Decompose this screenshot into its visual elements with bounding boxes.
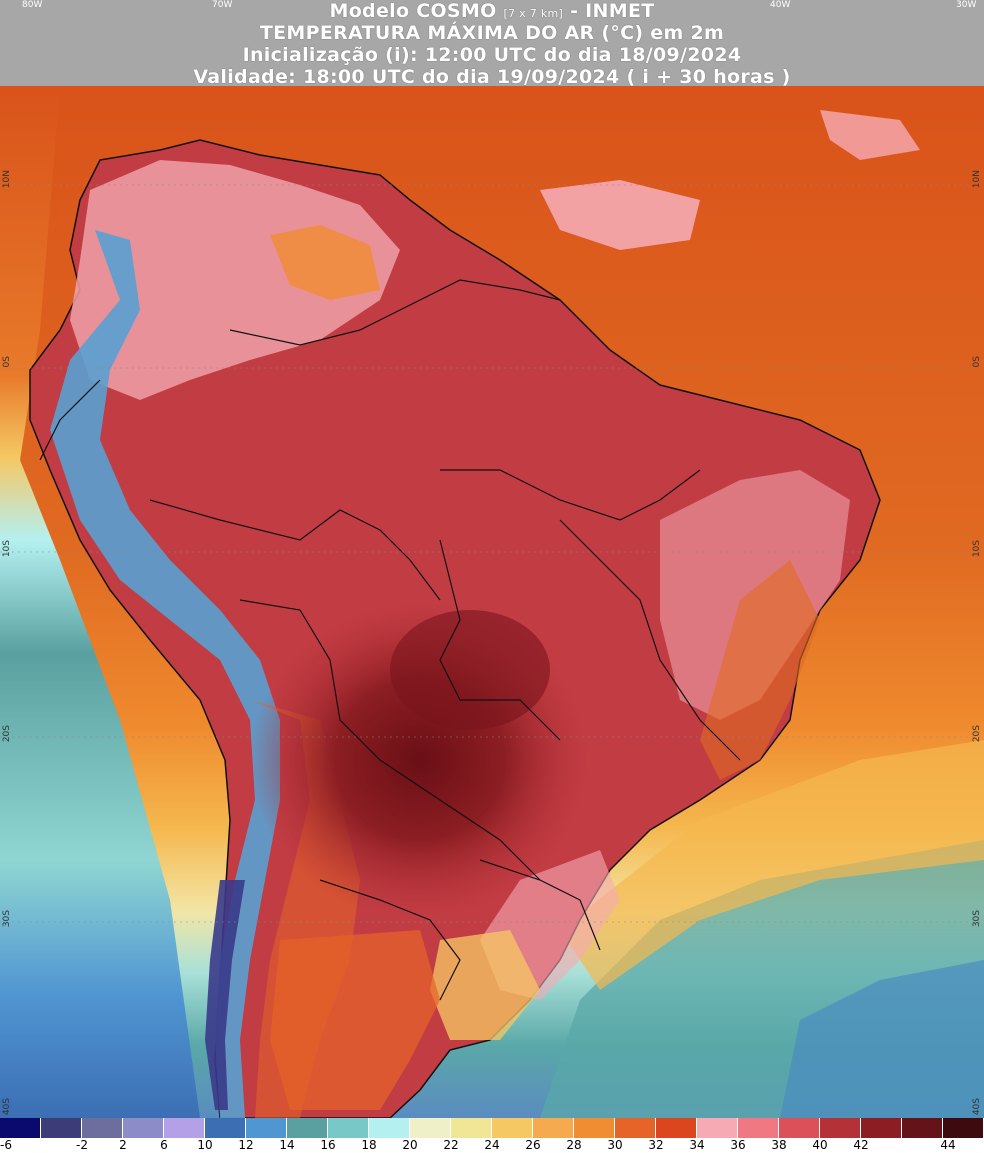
legend-tick-label: 30 xyxy=(607,1138,623,1152)
legend-swatch xyxy=(738,1118,779,1138)
longitude-label: 30W xyxy=(956,0,977,10)
legend-tick-label: 36 xyxy=(730,1138,746,1152)
venezuela-warm xyxy=(270,225,380,300)
legend-swatch xyxy=(902,1118,943,1138)
argentina-orange xyxy=(270,930,440,1110)
legend-tick-label: -6 xyxy=(0,1138,12,1152)
legend-labels: -6 -2 2 6 10 12 14 16 18 20 22 24 26 28 30 32 34 36 38 40 42… xyxy=(0,1138,984,1153)
latitude-label: 20S xyxy=(972,725,982,743)
latitude-label: 10N xyxy=(2,170,12,189)
legend-swatch xyxy=(205,1118,246,1138)
legend-tick-label: 10 xyxy=(197,1138,213,1152)
latitude-label: 40S xyxy=(972,1098,982,1116)
atlantic-pink-patch xyxy=(540,180,700,250)
graticule xyxy=(0,184,984,923)
legend-swatch xyxy=(697,1118,738,1138)
legend-swatch xyxy=(246,1118,287,1138)
legend-swatch xyxy=(0,1118,41,1138)
legend-tick-label: 38 xyxy=(771,1138,787,1152)
legend-swatch xyxy=(164,1118,205,1138)
legend-swatch xyxy=(492,1118,533,1138)
legend-tick-label: 24 xyxy=(484,1138,500,1152)
legend-swatch xyxy=(328,1118,369,1138)
map-canvas xyxy=(0,86,984,1118)
legend-swatch xyxy=(779,1118,820,1138)
map-header: Modelo COSMO [7 x 7 km] - INMET TEMPERAT… xyxy=(0,0,984,88)
legend-swatch xyxy=(287,1118,328,1138)
variable-title: TEMPERATURA MÁXIMA DO AR (°C) em 2m xyxy=(259,22,725,44)
latitude-label: 40S xyxy=(2,1098,12,1116)
color-legend: -6 -2 2 6 10 12 14 16 18 20 22 24 26 28 30 32 34 36 38 40 42… xyxy=(0,1118,984,1153)
legend-swatch xyxy=(656,1118,697,1138)
longitude-label: 80W xyxy=(22,0,43,10)
legend-tick-label: 22 xyxy=(443,1138,459,1152)
model-resolution: [7 x 7 km] xyxy=(503,7,564,20)
legend-tick-label: 14 xyxy=(279,1138,295,1152)
legend-tick-label: 18 xyxy=(361,1138,377,1152)
legend-tick-label: 42 xyxy=(853,1138,869,1152)
legend-tick-label: 20 xyxy=(402,1138,418,1152)
legend-swatch xyxy=(943,1118,984,1138)
legend-tick-label: 2 xyxy=(119,1138,127,1152)
longitude-label: 70W xyxy=(212,0,233,10)
legend-swatch xyxy=(369,1118,410,1138)
legend-swatch xyxy=(82,1118,123,1138)
legend-tick-label: 12 xyxy=(238,1138,254,1152)
heat-core-2 xyxy=(390,610,550,730)
south-atlantic-blue xyxy=(780,960,984,1118)
south-atlantic-warm xyxy=(560,740,984,990)
legend-swatch xyxy=(861,1118,902,1138)
andes-core-cold xyxy=(205,880,245,1110)
legend-tick-label: 6 xyxy=(160,1138,168,1152)
pacific-ocean xyxy=(0,86,200,1118)
north-pink-region xyxy=(70,160,400,400)
atlantic-pink-patch-2 xyxy=(820,110,920,160)
legend-swatch xyxy=(410,1118,451,1138)
legend-swatch xyxy=(451,1118,492,1138)
legend-swatch xyxy=(41,1118,82,1138)
latitude-label: 30S xyxy=(2,910,12,928)
legend-tick-label: -2 xyxy=(76,1138,88,1152)
andes-spine xyxy=(50,230,280,1118)
model-institute: - INMET xyxy=(570,0,655,22)
legend-tick-label: 28 xyxy=(566,1138,582,1152)
model-title: Modelo COSMO [7 x 7 km] - INMET xyxy=(0,0,984,22)
legend-tick-label: 16 xyxy=(320,1138,336,1152)
legend-tick-label: 40 xyxy=(812,1138,828,1152)
initialization-text: Inicialização (i): 12:00 UTC do dia 18/0… xyxy=(242,44,742,66)
latitude-label: 20S xyxy=(2,725,12,743)
latitude-label: 10N xyxy=(972,170,982,189)
longitude-label: 40W xyxy=(770,0,791,10)
latitude-label: 10S xyxy=(972,540,982,558)
latitude-label: 0S xyxy=(2,356,12,368)
validity-text: Validade: 18:00 UTC do dia 19/09/2024 ( … xyxy=(193,66,791,88)
legend-tick-label: 44 xyxy=(940,1138,956,1152)
legend-tick-label: 34 xyxy=(689,1138,705,1152)
coast-orange xyxy=(700,560,820,780)
latitude-label: 10S xyxy=(2,540,12,558)
legend-swatch xyxy=(820,1118,861,1138)
legend-swatch xyxy=(574,1118,615,1138)
country-borders xyxy=(39,279,741,1001)
legend-swatch xyxy=(533,1118,574,1138)
legend-color-bar xyxy=(0,1118,984,1138)
legend-tick-label: 26 xyxy=(525,1138,541,1152)
legend-swatch xyxy=(615,1118,656,1138)
latitude-label: 30S xyxy=(972,910,982,928)
legend-swatch xyxy=(123,1118,164,1138)
legend-tick-label: 32 xyxy=(648,1138,664,1152)
latitude-label: 0S xyxy=(972,356,982,368)
model-name: Modelo COSMO xyxy=(329,0,497,22)
